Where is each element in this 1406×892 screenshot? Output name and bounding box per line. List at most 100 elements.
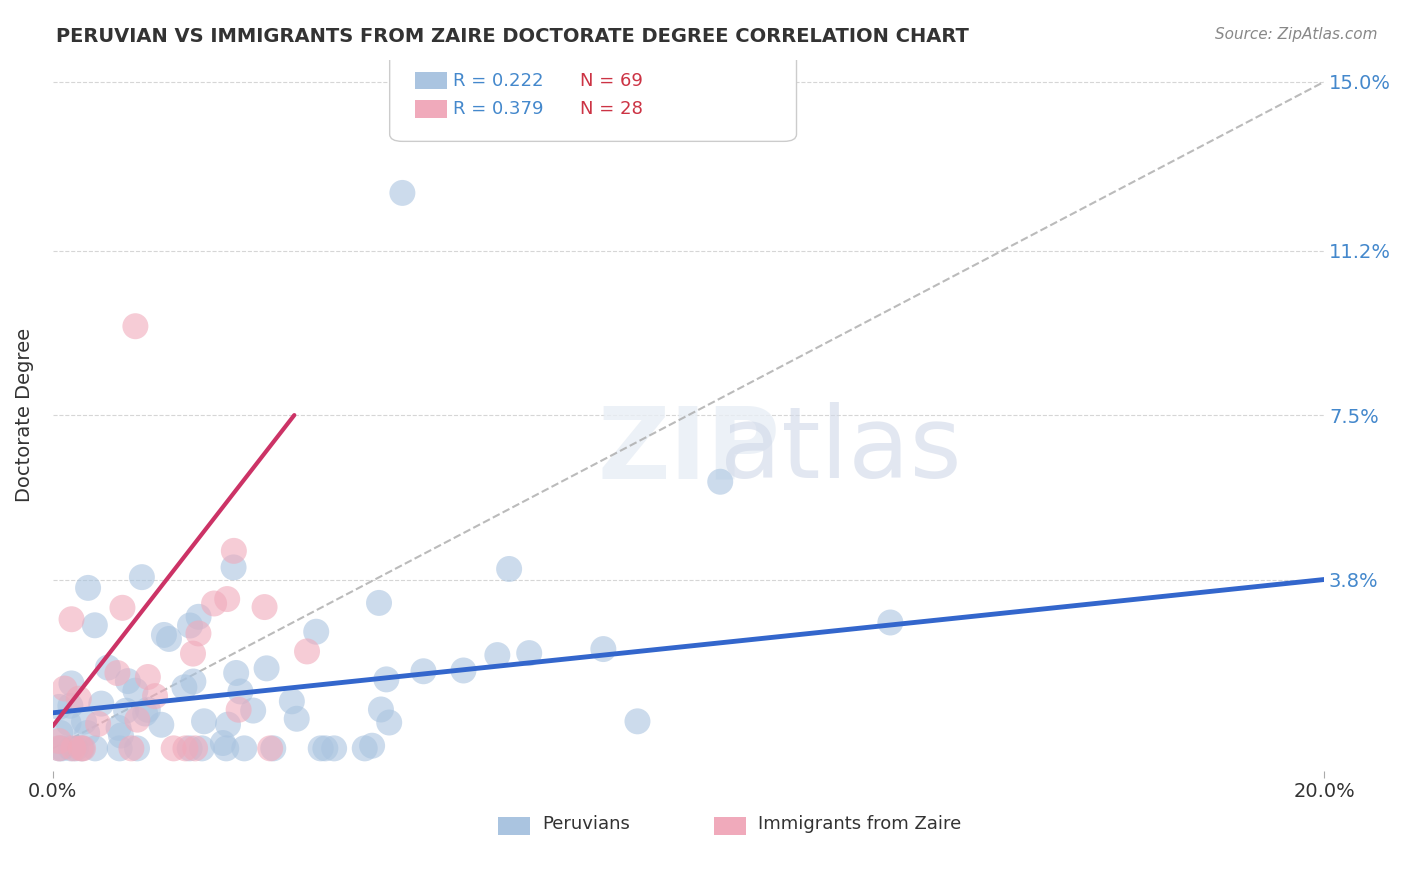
Point — [76, 726, 98, 740]
Point — [73, 714, 96, 729]
Point — [131, 570, 153, 584]
Point — [58, 716, 80, 731]
Point — [157, 632, 180, 646]
Point — [150, 718, 173, 732]
Point — [62, 741, 84, 756]
FancyBboxPatch shape — [714, 817, 745, 835]
Point — [222, 560, 245, 574]
Point — [229, 684, 252, 698]
Point — [115, 704, 138, 718]
Text: N = 69: N = 69 — [581, 72, 644, 90]
Point — [256, 661, 278, 675]
Point — [184, 741, 207, 756]
Point — [72, 741, 94, 756]
Point — [48, 741, 70, 756]
Point — [486, 648, 509, 662]
Point — [498, 562, 520, 576]
Point — [153, 628, 176, 642]
Point — [70, 741, 93, 756]
Point — [69, 741, 91, 756]
Text: R = 0.379: R = 0.379 — [453, 101, 544, 119]
Point — [191, 741, 214, 756]
Point — [83, 618, 105, 632]
Point — [222, 544, 245, 558]
Point — [120, 741, 142, 756]
Point — [65, 741, 87, 756]
Point — [173, 681, 195, 695]
Point — [59, 741, 82, 756]
Point — [375, 673, 398, 687]
Point — [309, 741, 332, 756]
Point — [174, 741, 197, 756]
Point — [48, 741, 70, 756]
Point — [281, 694, 304, 708]
Point — [124, 683, 146, 698]
Point — [183, 674, 205, 689]
Point — [97, 660, 120, 674]
Point — [60, 612, 83, 626]
Point — [108, 741, 131, 756]
Point — [125, 741, 148, 756]
Point — [259, 741, 281, 756]
Point — [626, 714, 648, 729]
Point — [181, 647, 204, 661]
Point — [117, 674, 139, 689]
Point — [412, 665, 434, 679]
Point — [187, 626, 209, 640]
Point — [353, 741, 375, 756]
Point — [295, 644, 318, 658]
Point — [225, 665, 247, 680]
Y-axis label: Doctorate Degree: Doctorate Degree — [15, 328, 34, 502]
Point — [592, 642, 614, 657]
Point — [517, 646, 540, 660]
Text: PERUVIAN VS IMMIGRANTS FROM ZAIRE DOCTORATE DEGREE CORRELATION CHART: PERUVIAN VS IMMIGRANTS FROM ZAIRE DOCTOR… — [56, 27, 969, 45]
Point — [51, 741, 73, 756]
Point — [323, 741, 346, 756]
FancyBboxPatch shape — [498, 817, 530, 835]
Point — [217, 592, 239, 607]
Point — [59, 698, 82, 713]
Point — [136, 670, 159, 684]
FancyBboxPatch shape — [415, 100, 447, 118]
Point — [179, 618, 201, 632]
Point — [110, 729, 132, 743]
Point — [143, 689, 166, 703]
Point — [48, 700, 70, 714]
Point — [84, 741, 107, 756]
Point — [48, 734, 70, 748]
Point — [391, 186, 413, 200]
Point — [134, 706, 156, 721]
Point — [49, 726, 72, 740]
Point — [709, 475, 731, 489]
Point — [193, 714, 215, 729]
Point — [215, 741, 238, 756]
Point — [233, 741, 256, 756]
Point — [107, 666, 129, 681]
Text: atlas: atlas — [720, 402, 962, 500]
FancyBboxPatch shape — [389, 53, 797, 141]
Point — [242, 704, 264, 718]
Point — [53, 681, 76, 696]
Point — [202, 597, 225, 611]
Point — [136, 703, 159, 717]
Point — [305, 624, 328, 639]
Point — [67, 691, 90, 706]
Point — [60, 676, 83, 690]
Point — [111, 600, 134, 615]
Text: N = 28: N = 28 — [581, 101, 644, 119]
Text: R = 0.222: R = 0.222 — [453, 72, 544, 90]
Point — [879, 615, 901, 630]
Text: Source: ZipAtlas.com: Source: ZipAtlas.com — [1215, 27, 1378, 42]
Point — [262, 741, 284, 756]
Text: Immigrants from Zaire: Immigrants from Zaire — [758, 815, 962, 833]
Point — [228, 703, 250, 717]
Point — [453, 664, 475, 678]
Point — [179, 741, 201, 756]
Point — [378, 715, 401, 730]
Point — [361, 739, 384, 753]
Point — [368, 596, 391, 610]
Point — [370, 702, 392, 716]
Point — [124, 319, 146, 334]
Point — [77, 581, 100, 595]
Text: Peruvians: Peruvians — [543, 815, 630, 833]
